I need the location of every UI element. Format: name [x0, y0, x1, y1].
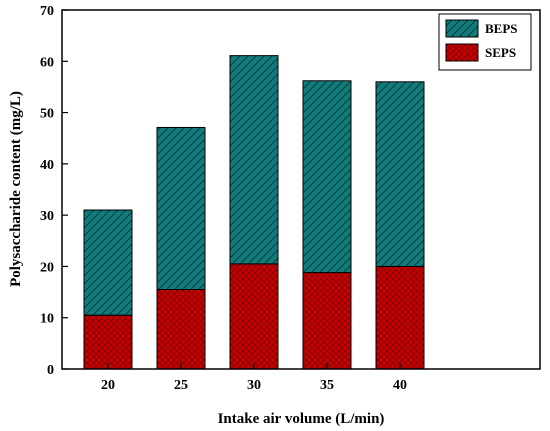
- legend-swatch-seps: [445, 43, 479, 62]
- y-tick-label: 30: [40, 209, 54, 224]
- y-tick-label: 50: [40, 107, 54, 122]
- bar-beps-35: [302, 80, 352, 274]
- y-tick-label: 70: [40, 4, 54, 19]
- legend-label-seps: SEPS: [485, 45, 516, 60]
- bar-beps-40: [375, 81, 425, 267]
- y-tick-label: 40: [40, 158, 54, 173]
- legend-label-beps: BEPS: [485, 21, 518, 36]
- legend-swatch-beps: [445, 19, 479, 38]
- bar-beps-20: [83, 209, 133, 316]
- x-tick-label: 30: [247, 378, 261, 393]
- bar-seps-35: [302, 272, 352, 370]
- y-axis-title: Polysaccharide content (mg/L): [8, 91, 24, 287]
- x-tick-label: 20: [101, 378, 115, 393]
- bar-beps-30: [229, 55, 279, 265]
- x-axis-title: Intake air volume (L/min): [218, 411, 385, 427]
- x-tick-label: 35: [320, 378, 334, 393]
- y-tick-label: 10: [40, 312, 54, 327]
- x-tick-label: 25: [174, 378, 188, 393]
- bar-seps-40: [375, 265, 425, 370]
- bar-seps-30: [229, 263, 279, 370]
- x-axis: 20 25 30 35 40: [101, 363, 407, 393]
- legend: BEPS SEPS: [438, 13, 532, 71]
- x-tick-label: 40: [393, 378, 407, 393]
- bar-beps-25: [156, 126, 206, 291]
- y-axis: 0 10 20 30 40 50 60 70: [40, 4, 68, 378]
- bar-seps-20: [83, 314, 133, 370]
- plot-frame: [61, 9, 541, 370]
- bars-group: [83, 55, 425, 370]
- y-tick-label: 60: [40, 55, 54, 70]
- bar-seps-25: [156, 289, 206, 370]
- y-tick-label: 0: [47, 363, 54, 378]
- y-tick-label: 20: [40, 260, 54, 275]
